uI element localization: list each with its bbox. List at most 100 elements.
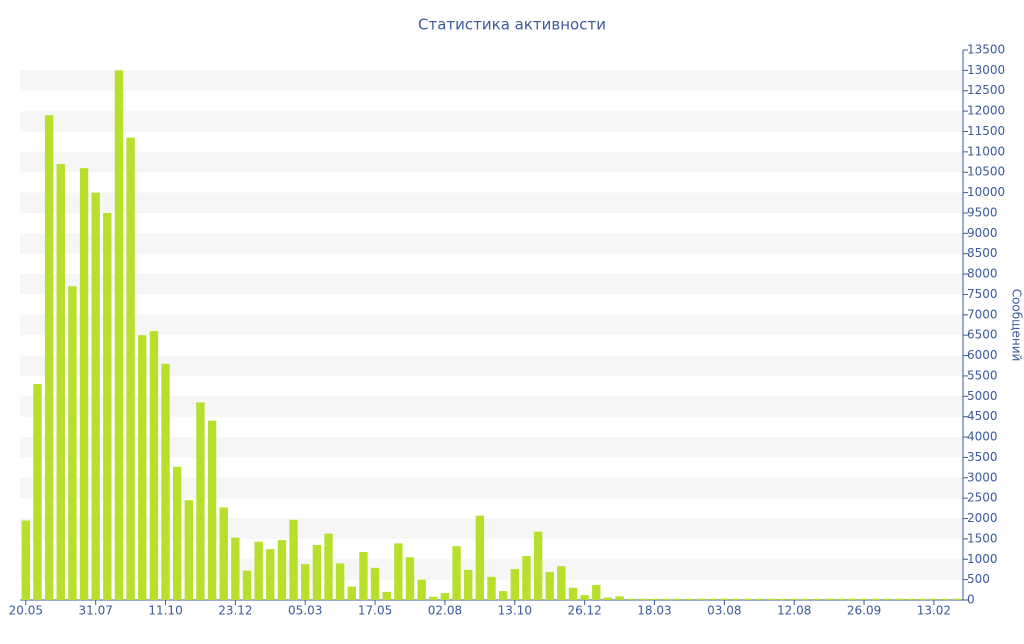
bar	[196, 402, 205, 600]
x-tick-label: 31.07	[78, 604, 112, 618]
y-tick-label: 13000	[967, 63, 1005, 77]
bar	[906, 598, 915, 600]
grid-band	[20, 233, 963, 254]
bar	[207, 420, 217, 600]
bar	[871, 598, 880, 600]
bar	[592, 584, 601, 600]
y-tick-label: 6000	[967, 348, 998, 362]
y-tick-label: 3000	[967, 470, 998, 484]
grid-band	[20, 437, 963, 458]
bar	[335, 563, 345, 600]
y-tick-label: 0	[967, 593, 975, 607]
y-tick-label: 2000	[967, 511, 998, 525]
bar	[533, 531, 543, 600]
bar	[266, 549, 275, 600]
bar	[68, 286, 77, 600]
bar	[661, 598, 671, 600]
bar	[790, 598, 799, 600]
bar	[801, 598, 811, 600]
y-tick-label: 6500	[967, 328, 998, 342]
bar	[312, 545, 322, 600]
x-tick-label: 13.10	[498, 604, 532, 618]
bar	[894, 598, 904, 600]
bar	[929, 598, 939, 600]
y-tick-label: 1000	[967, 552, 998, 566]
bar	[510, 569, 519, 600]
bar	[731, 598, 741, 600]
bar	[638, 598, 648, 600]
y-tick-label: 8000	[967, 267, 998, 281]
y-axis-title: Сообщений	[1010, 289, 1024, 362]
grid-band	[20, 355, 963, 376]
grid-band	[20, 396, 963, 417]
y-tick-label: 10000	[967, 185, 1005, 199]
x-tick-label: 05.03	[288, 604, 322, 618]
x-tick-label: 02.08	[428, 604, 462, 618]
bar	[289, 519, 298, 600]
x-tick-label: 18.03	[637, 604, 671, 618]
x-tick-label: 26.09	[847, 604, 881, 618]
bar	[685, 598, 694, 600]
bar	[103, 212, 112, 601]
y-tick-label: 13500	[967, 43, 1005, 57]
bar	[184, 500, 193, 600]
bar	[452, 546, 461, 600]
bar	[126, 137, 135, 600]
x-tick-label: 13.02	[917, 604, 951, 618]
bar	[44, 115, 54, 601]
bar	[394, 543, 403, 600]
bar	[242, 570, 252, 600]
grid-band	[20, 70, 963, 91]
y-tick-label: 4500	[967, 409, 998, 423]
bar	[91, 192, 100, 600]
bar	[743, 598, 752, 600]
bar	[568, 587, 578, 600]
bar	[824, 598, 834, 600]
bar	[580, 595, 589, 600]
y-tick-label: 12500	[967, 83, 1005, 97]
chart-title: Статистика активности	[418, 16, 606, 34]
y-tick-label: 9000	[967, 226, 998, 240]
bar	[766, 598, 776, 600]
y-tick-label: 5000	[967, 389, 998, 403]
grid-band	[20, 477, 963, 499]
bar	[370, 567, 380, 600]
x-tick-label: 20.05	[9, 604, 43, 618]
bar	[720, 598, 729, 600]
x-tick-label: 03.08	[707, 604, 741, 618]
bar	[708, 598, 717, 600]
bar	[429, 596, 438, 600]
bar	[301, 564, 310, 600]
bar	[883, 598, 892, 600]
bar	[359, 551, 368, 600]
bar	[627, 598, 636, 600]
bar	[219, 507, 228, 600]
bar	[324, 533, 333, 600]
bar	[161, 363, 170, 600]
bar	[918, 598, 927, 600]
bar	[347, 586, 356, 600]
bar	[475, 515, 485, 600]
bar	[138, 335, 147, 600]
bar	[545, 571, 554, 600]
bar	[277, 540, 287, 600]
grid-band	[20, 274, 963, 295]
y-tick-label: 4000	[967, 430, 998, 444]
bar	[813, 598, 822, 600]
bar	[650, 598, 659, 600]
bar	[522, 556, 531, 600]
bar	[254, 541, 263, 600]
bar	[149, 331, 159, 600]
bar	[696, 598, 706, 600]
bar	[941, 598, 950, 600]
x-tick-label: 26.12	[567, 604, 601, 618]
y-tick-label: 7500	[967, 287, 998, 301]
bar	[673, 598, 682, 600]
bar	[114, 70, 124, 601]
bar	[21, 520, 31, 600]
bar	[836, 598, 845, 600]
bar	[440, 593, 450, 600]
y-tick-label: 1500	[967, 531, 998, 545]
bar	[79, 168, 89, 601]
